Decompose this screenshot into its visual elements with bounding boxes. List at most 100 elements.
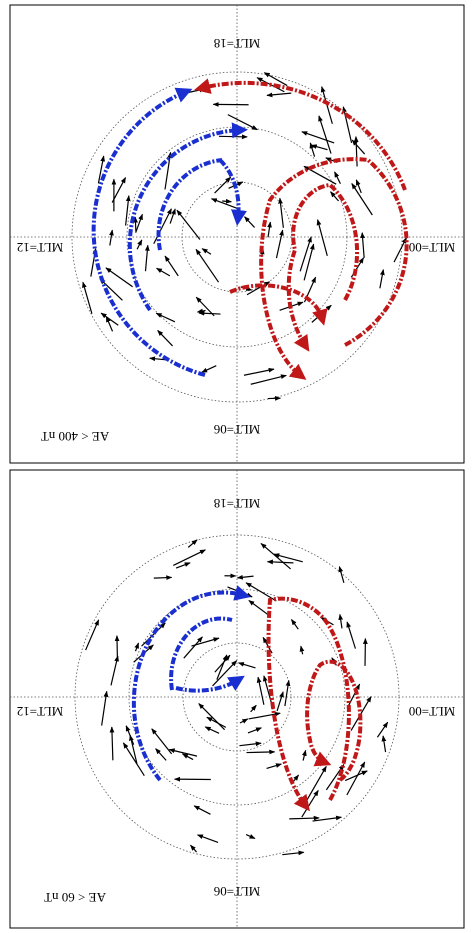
- flow-vector: [134, 642, 140, 652]
- flow-vector: [125, 195, 131, 226]
- flow-vector: [244, 216, 256, 228]
- flow-vector: [245, 834, 256, 840]
- flow-vector: [310, 144, 328, 151]
- flow-arc: [169, 616, 238, 693]
- flow-vector: [105, 267, 133, 288]
- flow-vector: [344, 770, 368, 782]
- mlt-label: MLT=18: [214, 496, 261, 511]
- flow-arc: [286, 182, 360, 352]
- flow-vector: [338, 613, 344, 629]
- flow-arc: [305, 659, 363, 782]
- panel-caption: AE < 60 nT: [44, 890, 106, 905]
- flow-vector: [141, 622, 166, 647]
- flow-vector: [122, 742, 145, 776]
- flow-vector: [125, 725, 135, 745]
- flow-vector: [318, 115, 332, 154]
- flow-vector: [284, 679, 291, 707]
- flow-vector: [267, 221, 272, 238]
- flow-vector: [181, 753, 194, 761]
- flow-vector: [245, 582, 277, 602]
- mlt-label: MLT=00: [409, 704, 456, 719]
- flow-vector: [151, 728, 173, 755]
- flow-vector: [198, 310, 221, 316]
- flow-vector: [164, 151, 173, 190]
- ring: [181, 181, 293, 293]
- flow-vector: [135, 213, 143, 233]
- flow-vector: [303, 165, 337, 185]
- flow-vector: [212, 660, 238, 687]
- flow-vector: [169, 208, 176, 224]
- flow-vector: [155, 312, 176, 323]
- flow-vector: [289, 815, 320, 821]
- flow-vector: [206, 716, 227, 728]
- flow-vector: [239, 741, 262, 747]
- flow-vector: [301, 131, 335, 144]
- flow-vector: [266, 92, 292, 98]
- flow-vector: [346, 761, 366, 796]
- flow-vector: [351, 183, 373, 216]
- flow-vector: [195, 248, 220, 283]
- flow-vector: [97, 155, 106, 184]
- flow-vector: [175, 562, 191, 569]
- flow-vector: [346, 683, 361, 709]
- flow-vector: [246, 749, 276, 755]
- flow-vector: [266, 763, 282, 769]
- flow-vector: [168, 748, 198, 757]
- flow-vector: [201, 248, 212, 255]
- flow-vector: [187, 539, 198, 548]
- flow-vector: [256, 676, 265, 705]
- flow-vector: [133, 216, 138, 232]
- flow-vector: [393, 237, 407, 263]
- flow-vector: [237, 662, 256, 669]
- flow-vector: [153, 575, 173, 581]
- flow-vector: [101, 690, 109, 726]
- panel: MLT=18 MLT=12 MLT=00 MLT=06 AE < 60 nT: [9, 469, 465, 929]
- flow-vector: [109, 229, 114, 246]
- flow-vector: [243, 367, 275, 376]
- flow-vector: [263, 72, 288, 87]
- flow-vector: [330, 191, 339, 202]
- flow-vector: [190, 844, 198, 853]
- flow-vector: [260, 543, 292, 570]
- flow-vector: [222, 198, 232, 204]
- flow-vector: [153, 208, 172, 245]
- flow-vector: [85, 619, 100, 651]
- flow-arc: [266, 596, 351, 812]
- flow-vector: [198, 703, 226, 731]
- flow-vector: [155, 748, 167, 761]
- flow-vector: [144, 244, 150, 272]
- flow-vector: [156, 267, 171, 277]
- flow-vector: [302, 749, 307, 761]
- flow-vector: [176, 209, 201, 240]
- flow-vector: [278, 197, 284, 228]
- flow-vector: [105, 316, 114, 332]
- flow-arc: [229, 283, 328, 326]
- flow-vector: [109, 726, 115, 761]
- flow-vector: [248, 599, 269, 616]
- flow-vector: [355, 179, 362, 194]
- flow-vector: [136, 239, 143, 250]
- panel: MLT=18 MLT=12 MLT=00 MLT=06 AE < 400 nT: [9, 4, 465, 464]
- flow-vector: [164, 255, 179, 277]
- flow-vector: [195, 296, 215, 317]
- flow-arc: [156, 158, 239, 251]
- flow-vector: [342, 106, 353, 144]
- flow-vector: [111, 177, 127, 203]
- flow-vector: [204, 726, 220, 734]
- flow-vector: [282, 850, 305, 856]
- flow-vector: [247, 727, 262, 734]
- flow-vector: [239, 718, 249, 724]
- flow-vector: [325, 763, 345, 791]
- mlt-label: MLT=00: [409, 240, 456, 255]
- panel-caption: AE < 400 nT: [41, 429, 109, 444]
- flow-arc: [194, 78, 407, 191]
- ring: [71, 71, 403, 403]
- flow-arc: [259, 157, 409, 380]
- flow-vector: [360, 232, 366, 259]
- flow-vector: [99, 278, 123, 301]
- flow-vector: [379, 269, 385, 289]
- flow-vector: [273, 553, 303, 563]
- flow-vector: [214, 176, 232, 194]
- flow-vector: [183, 636, 203, 659]
- flow-vector: [214, 654, 231, 673]
